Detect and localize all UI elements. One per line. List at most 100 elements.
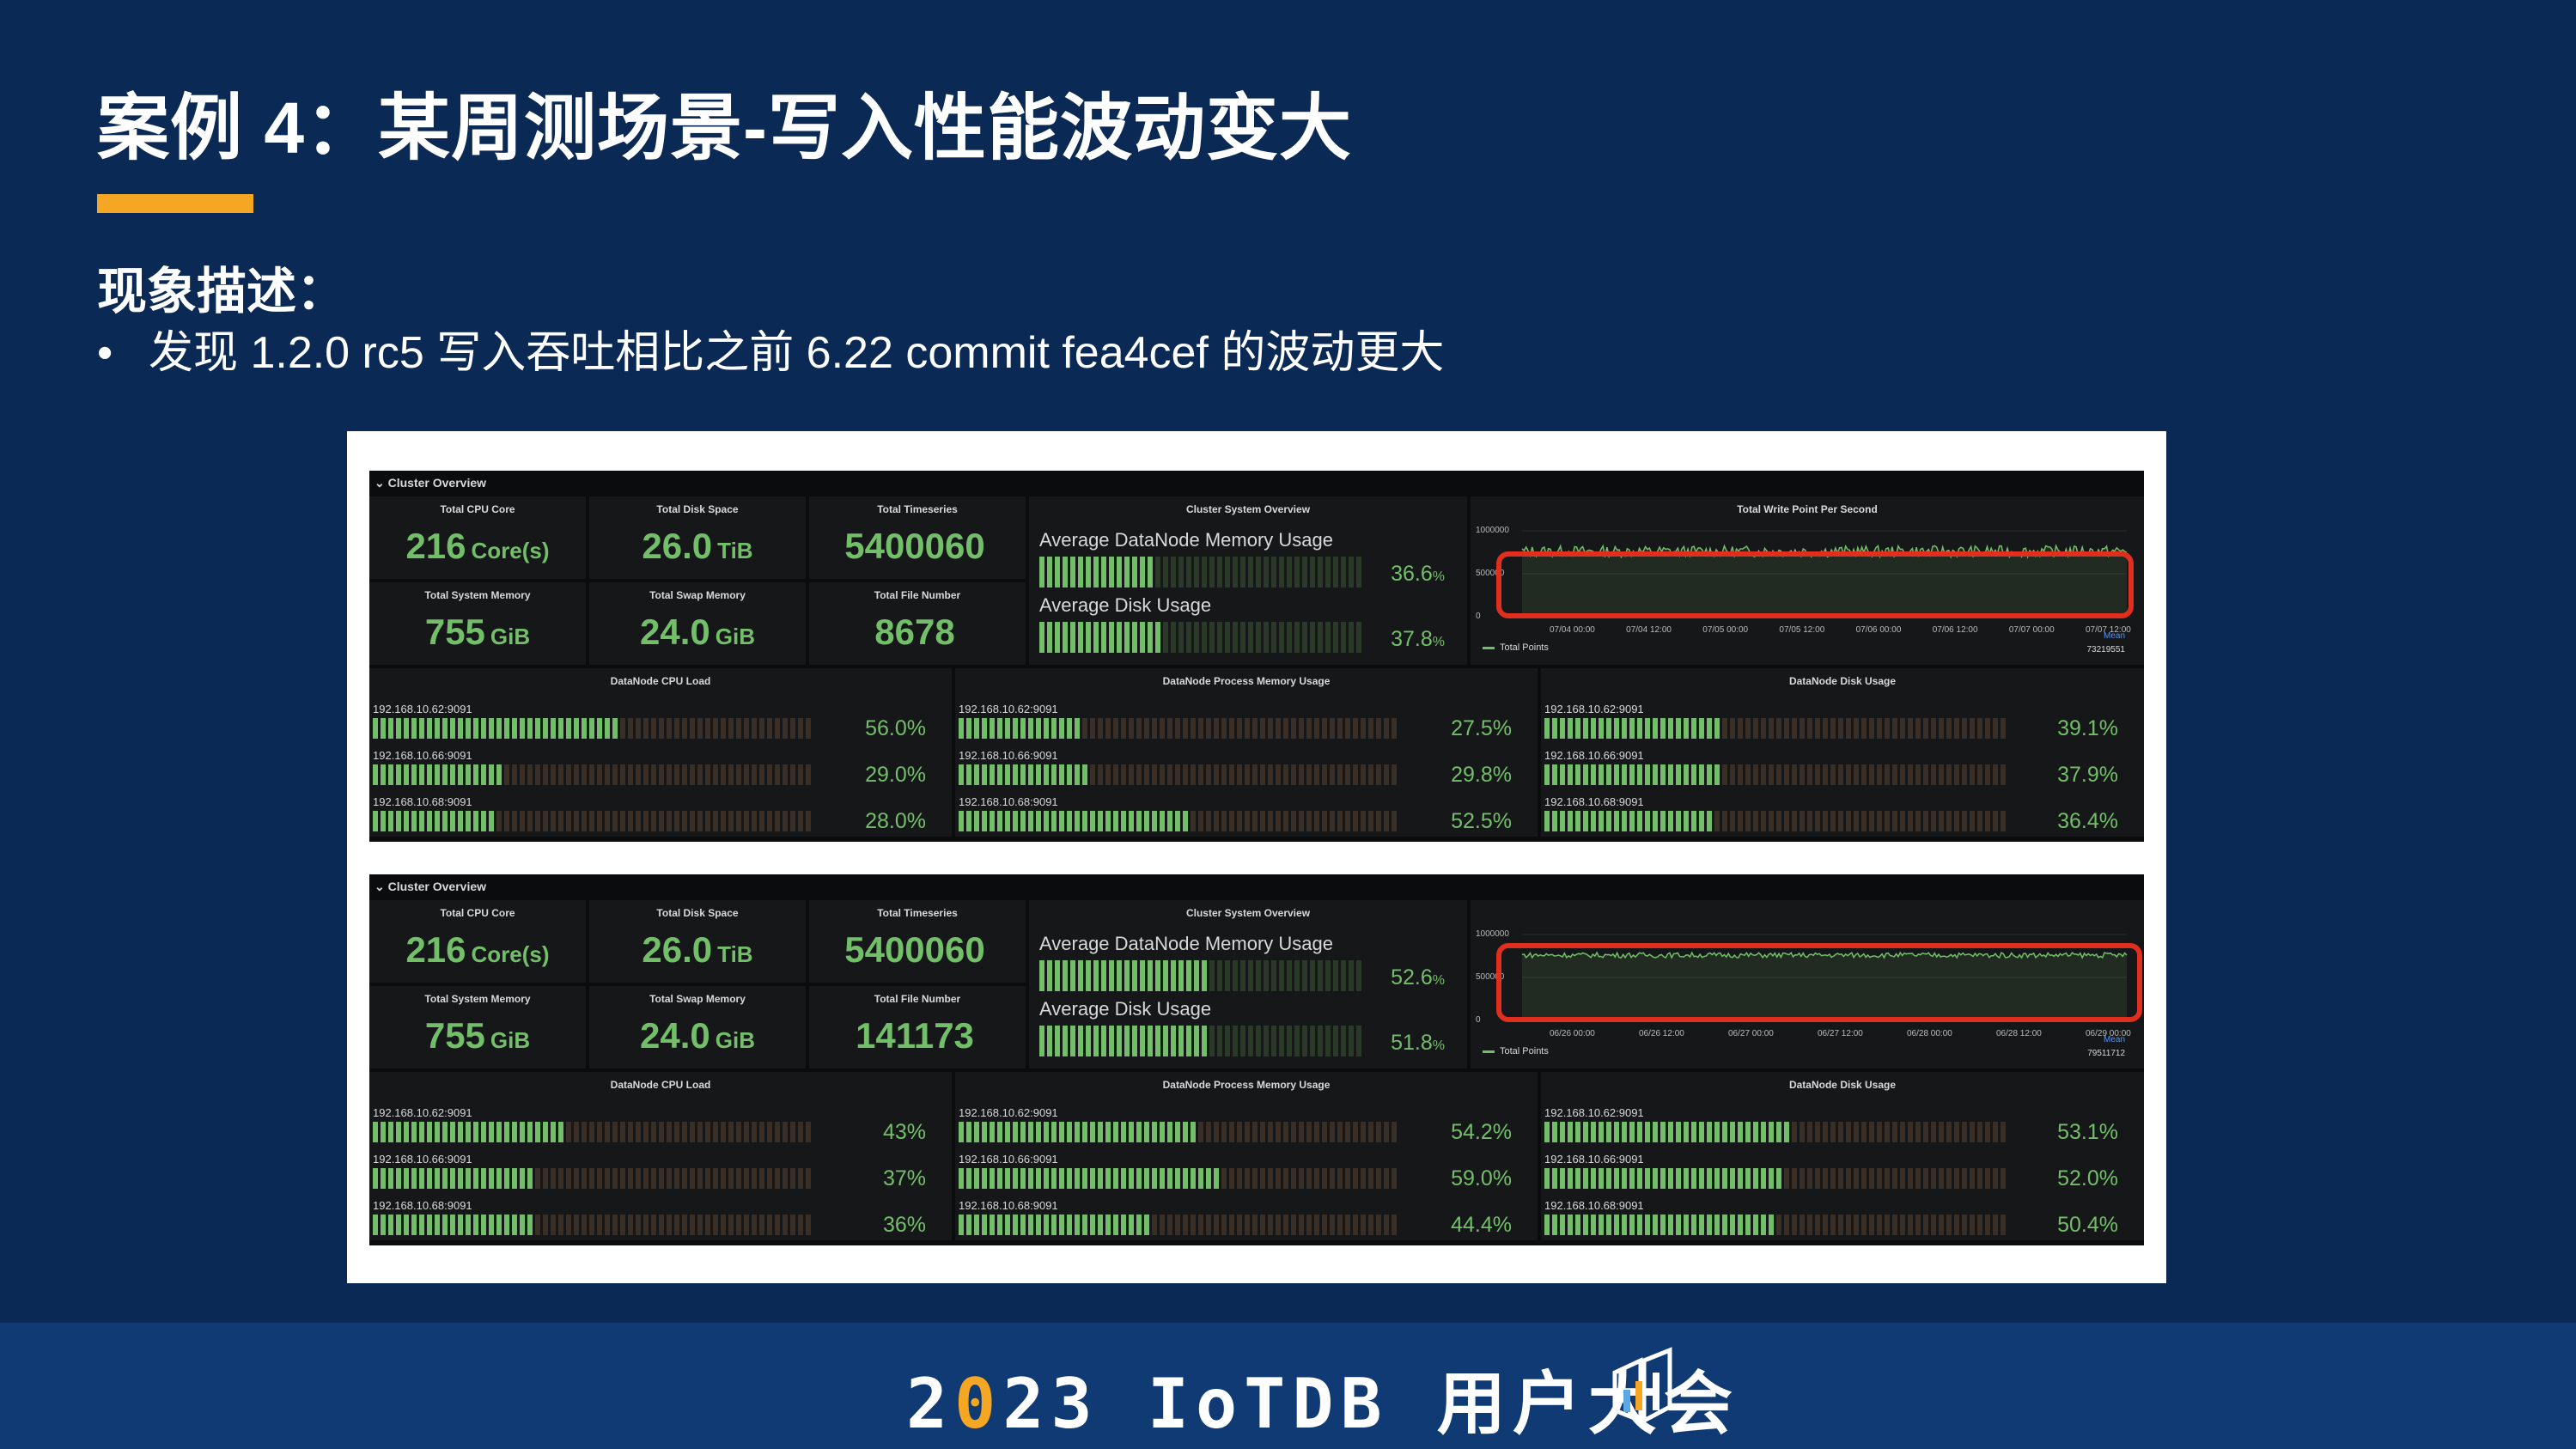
x-tick-label: 06/26 12:00: [1639, 1029, 1684, 1038]
stat-panel[interactable]: Total CPU Core 216 Core(s): [369, 496, 586, 579]
process-memory-panel[interactable]: DataNode Process Memory Usage 192.168.10.…: [955, 1072, 1538, 1240]
node-usage-bar: [959, 1168, 1404, 1189]
stat-label: Total Timeseries: [877, 503, 958, 515]
row-header[interactable]: ⌄ Cluster Overview: [375, 880, 487, 893]
stat-panel[interactable]: Total System Memory 755 GiB: [369, 986, 586, 1068]
stat-panel[interactable]: Total Swap Memory 24.0 GiB: [589, 986, 806, 1068]
gauge-remainder: [1722, 764, 2010, 785]
gauge-remainder: [496, 811, 818, 831]
bullet-item: • 发现 1.2.0 rc5 写入吞吐相比之前 6.22 commit fea4c…: [97, 316, 1444, 381]
process-memory-panel[interactable]: DataNode Process Memory Usage 192.168.10.…: [955, 668, 1538, 837]
y-tick-label: 0: [1476, 612, 1481, 621]
stat-value: 26.0 TiB: [642, 526, 753, 566]
node-address: 192.168.10.62:9091: [959, 703, 1058, 715]
write-throughput-panel[interactable]: 1000000 500000 0 06/26 00:00 06/26 12:00 06/2…: [1471, 900, 2144, 1068]
node-usage-value: 29.0%: [865, 763, 926, 787]
gauge-remainder: [1152, 1215, 1404, 1235]
x-tick-label: 07/06 12:00: [1932, 625, 1978, 635]
x-tick-label: 06/28 00:00: [1907, 1029, 1952, 1038]
chart-legend[interactable]: Total Points: [1483, 642, 1549, 653]
node-address: 192.168.10.66:9091: [373, 1153, 472, 1166]
stat-value: 141173: [856, 1015, 974, 1056]
gauge-fill: [959, 1122, 1198, 1142]
node-address: 192.168.10.68:9091: [373, 1199, 472, 1212]
panel-title: DataNode Disk Usage: [1788, 1079, 1897, 1091]
stat-label: Total CPU Core: [440, 503, 515, 515]
node-address: 192.168.10.66:9091: [1544, 1153, 1644, 1166]
node-address: 192.168.10.62:9091: [959, 1106, 1058, 1119]
node-usage-value: 44.4%: [1451, 1213, 1512, 1237]
row-title: Cluster Overview: [387, 880, 487, 893]
gauge-remainder: [1155, 557, 1366, 588]
stat-value: 5400060: [844, 526, 985, 566]
chart-legend[interactable]: Total Points: [1483, 1046, 1549, 1056]
x-tick-label: 06/27 00:00: [1728, 1029, 1774, 1038]
node-usage-bar: [1544, 1168, 2010, 1189]
stat-panel[interactable]: Total File Number 8678: [809, 582, 1026, 665]
gauge-remainder: [1090, 764, 1404, 785]
grafana-dashboard-after: ⌄ Cluster Overview Total CPU Core 216 Cor…: [369, 874, 2144, 1245]
cpu-load-panel[interactable]: DataNode CPU Load 192.168.10.62:9091 43% 19…: [369, 1072, 952, 1240]
row-header[interactable]: ⌄ Cluster Overview: [375, 476, 487, 490]
node-address: 192.168.10.62:9091: [373, 1106, 472, 1119]
gauge-remainder: [620, 718, 818, 739]
panel-title: Cluster System Overview: [1185, 907, 1311, 919]
node-usage-value: 36%: [882, 1213, 926, 1237]
gauge-fill: [1544, 811, 1714, 831]
node-usage-value: 29.8%: [1451, 763, 1512, 787]
x-tick-label: 06/26 00:00: [1550, 1029, 1595, 1038]
gauge-fill: [959, 811, 1191, 831]
stat-value: 755 GiB: [424, 612, 531, 652]
x-tick-label: 07/07 12:00: [2086, 625, 2131, 635]
stat-panel[interactable]: Total Timeseries 5400060: [809, 900, 1026, 983]
legend-swatch: [1483, 1050, 1495, 1053]
node-usage-value: 59.0%: [1451, 1166, 1512, 1190]
node-usage-value: 52.5%: [1451, 809, 1512, 833]
disk-usage-gauge: [1039, 622, 1366, 653]
stat-panel[interactable]: Total File Number 141173: [809, 986, 1026, 1068]
stat-label: Total System Memory: [424, 993, 531, 1005]
stat-panel[interactable]: Total System Memory 755 GiB: [369, 582, 586, 665]
stat-panel[interactable]: Total Disk Space 26.0 TiB: [589, 900, 806, 983]
x-tick-label: 06/28 12:00: [1996, 1029, 2042, 1038]
node-usage-value: 37%: [882, 1166, 926, 1190]
system-overview-panel[interactable]: Cluster System Overview Average DataNode…: [1029, 900, 1467, 1068]
gauge-fill: [1039, 960, 1209, 991]
gauge-remainder: [1209, 1026, 1366, 1056]
disk-usage-panel[interactable]: DataNode Disk Usage 192.168.10.62:9091 39.…: [1541, 668, 2144, 837]
gauge-remainder: [566, 1122, 818, 1142]
node-usage-value: 52.0%: [2057, 1166, 2118, 1190]
stat-panel[interactable]: Total Timeseries 5400060: [809, 496, 1026, 579]
gauge-remainder: [1209, 960, 1366, 991]
stat-panel[interactable]: Total CPU Core 216 Core(s): [369, 900, 586, 983]
cpu-load-panel[interactable]: DataNode CPU Load 192.168.10.62:9091 56.0%…: [369, 668, 952, 837]
panel-title: DataNode Disk Usage: [1788, 675, 1897, 687]
node-address: 192.168.10.66:9091: [959, 1153, 1058, 1166]
system-overview-panel[interactable]: Cluster System Overview Average DataNode…: [1029, 496, 1467, 665]
stat-label: Total Disk Space: [656, 907, 739, 919]
node-usage-value: 28.0%: [865, 809, 926, 833]
node-usage-bar: [959, 718, 1404, 739]
write-throughput-panel[interactable]: Total Write Point Per Second 1000000 5000…: [1471, 496, 2144, 665]
gauge-fill: [959, 1215, 1152, 1235]
disk-usage-value: 37.8%: [1391, 627, 1445, 651]
disk-usage-panel[interactable]: DataNode Disk Usage 192.168.10.62:9091 53.…: [1541, 1072, 2144, 1240]
node-usage-bar: [1544, 718, 2010, 739]
stat-value: 24.0 GiB: [640, 612, 755, 652]
gauge-fill: [1039, 557, 1155, 588]
gauge-remainder: [504, 764, 818, 785]
gauge-remainder: [1792, 1122, 2010, 1142]
node-usage-value: 54.2%: [1451, 1120, 1512, 1144]
gauge-fill: [959, 718, 1082, 739]
gauge-remainder: [1776, 1215, 2010, 1235]
gauge-remainder: [1722, 718, 2010, 739]
stat-panel[interactable]: Total Swap Memory 24.0 GiB: [589, 582, 806, 665]
memory-usage-gauge: [1039, 960, 1366, 991]
stat-panel[interactable]: Total Disk Space 26.0 TiB: [589, 496, 806, 579]
gauge-fill: [1544, 764, 1722, 785]
bullet-text: 发现 1.2.0 rc5 写入吞吐相比之前 6.22 commit fea4ce…: [149, 328, 1445, 378]
panel-title: DataNode CPU Load: [610, 675, 711, 687]
panel-title: DataNode Process Memory Usage: [1162, 1079, 1331, 1091]
node-usage-value: 39.1%: [2057, 716, 2118, 740]
stat-value: 216 Core(s): [405, 929, 550, 970]
